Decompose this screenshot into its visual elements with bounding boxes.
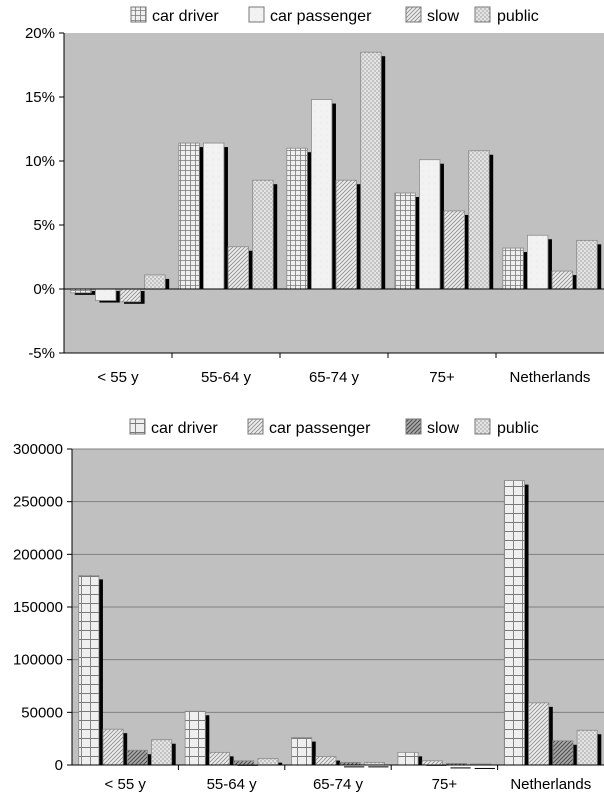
bottom-bar-slow-55-64-y [233,760,255,766]
top-bar-public-65-74-y [360,51,382,290]
legend-car-driver-label: car driver [151,420,218,437]
bottom-bar-car-driver-netherlands [503,480,525,766]
bottom-bar-slow-55-y [126,749,148,766]
bottom-chart-legend: car driver car passenger slow public [129,418,539,437]
top-bar-public-75 [468,150,490,290]
bottom-bar-car-passenger-55-64-y [208,751,230,766]
y-tick-label: 50000 [21,704,63,721]
top-bar-car-driver-55-y [70,288,92,294]
legend-public-label: public [497,8,539,25]
bottom-bars [78,480,602,769]
top-chart-legend: car driver car passenger slow public [130,6,539,25]
legend-car-passenger-label: car passenger [270,8,372,25]
top-bars [70,51,602,304]
bottom-bar-public-55-y [151,739,173,766]
legend-public-swatch [474,6,491,23]
bottom-bar-slow-65-74-y-shadow [344,766,365,768]
top-bar-car-passenger-65-74-y [311,99,333,290]
legend-slow-swatch [405,6,422,23]
y-tick-label: 5% [33,217,55,234]
y-tick-label: 0 [55,757,63,774]
x-tick-label: Netherlands [510,776,591,793]
top-bar-slow-75 [443,210,465,290]
legend-slow-label: slow [427,420,459,437]
x-tick-label: 65-74 y [313,776,364,793]
y-tick-label: 15% [25,89,55,106]
x-tick-label: < 55 y [97,369,139,386]
bottom-bar-car-passenger-netherlands [528,702,550,766]
y-tick-label: 10% [25,153,55,170]
y-tick-label: 300000 [13,441,63,458]
top-bar-slow-55-64-y [227,246,249,290]
bottom-bar-car-driver-75 [397,751,419,766]
legend-slow-label: slow [427,8,459,25]
y-tick-label: 250000 [13,494,63,511]
top-bar-public-55-64-y [252,179,274,290]
x-tick-label: 55-64 y [201,369,252,386]
top-bar-car-driver-55-64-y [178,142,200,290]
bottom-chart: car driver car passenger slow public < 5… [13,418,604,793]
top-bar-car-driver-75 [394,192,416,290]
y-tick-label: 150000 [13,599,63,616]
bottom-bar-public-netherlands [576,729,598,766]
bottom-bar-car-passenger-55-y [102,728,124,766]
legend-car-driver-swatch [130,6,147,23]
top-bar-car-passenger-75 [419,159,441,290]
top-bar-car-driver-netherlands [502,247,524,290]
x-tick-label: < 55 y [105,776,147,793]
top-ticks: < 55 y 55-64 y 65-74 y 75+ Netherlands -5% 0% 5… [25,25,590,386]
top-bar-car-passenger-55-y [95,288,117,301]
x-tick-label: 75+ [432,776,458,793]
bottom-bar-public-75-shadow [474,767,495,769]
legend-car-passenger-swatch [248,6,265,23]
bottom-bar-slow-netherlands [552,740,574,766]
bottom-bar-public-55-64-y [257,758,279,766]
top-chart: car driver car passenger slow public < 5… [25,6,604,386]
top-bar-car-passenger-55-64-y [203,142,225,290]
legend-car-driver-label: car driver [152,8,219,25]
bottom-bar-car-driver-65-74-y [291,737,313,766]
y-tick-label: 0% [33,281,55,298]
legend-slow-swatch [405,418,422,435]
y-tick-label: -5% [28,345,55,362]
y-tick-label: 20% [25,25,55,42]
legend-car-passenger-swatch [247,418,264,435]
x-tick-label: 75+ [429,369,455,386]
legend-public-swatch [474,418,491,435]
bottom-ticks: < 55 y 55-64 y 65-74 y 75+ Netherlands 0 50000… [13,441,591,793]
x-tick-label: 55-64 y [207,776,258,793]
x-tick-label: Netherlands [510,369,591,386]
bottom-bar-car-passenger-65-74-y [315,756,337,766]
bottom-bar-car-passenger-75 [421,760,443,766]
top-bar-public-netherlands [576,239,598,290]
y-tick-label: 100000 [13,652,63,669]
top-bar-public-55-y [144,274,166,290]
legend-car-driver-swatch [129,418,146,435]
bottom-bar-car-driver-55-64-y [184,710,206,766]
legend-public-label: public [497,420,539,437]
top-bar-car-passenger-netherlands [527,234,549,290]
legend-car-passenger-label: car passenger [269,420,371,437]
bottom-bar-slow-75-shadow [450,767,471,769]
top-bar-slow-65-74-y [335,179,357,290]
top-bar-car-driver-65-74-y [286,147,308,290]
y-tick-label: 200000 [13,546,63,563]
top-bar-slow-netherlands [551,270,573,290]
top-bar-slow-55-y [119,288,141,303]
bottom-bar-car-driver-55-y [78,575,100,766]
bottom-bar-public-65-74-y-shadow [368,766,389,768]
x-tick-label: 65-74 y [309,369,360,386]
